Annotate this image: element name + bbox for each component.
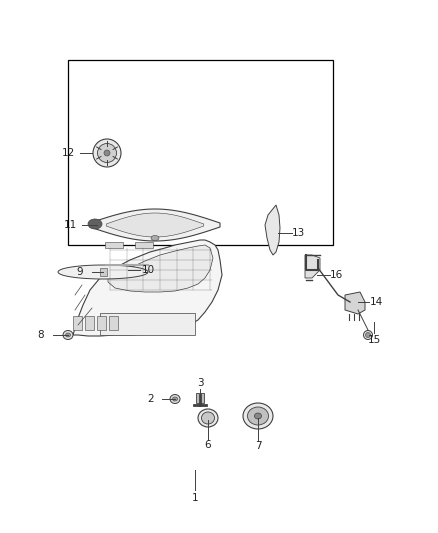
Bar xyxy=(196,393,204,403)
Ellipse shape xyxy=(93,139,121,167)
Bar xyxy=(68,60,333,245)
Ellipse shape xyxy=(151,236,159,240)
Ellipse shape xyxy=(201,412,215,424)
Polygon shape xyxy=(305,255,320,278)
Text: 2: 2 xyxy=(148,394,154,404)
Ellipse shape xyxy=(173,397,177,401)
Polygon shape xyxy=(108,245,213,292)
Ellipse shape xyxy=(88,219,102,229)
Bar xyxy=(135,242,153,248)
Text: 6: 6 xyxy=(205,440,211,450)
Text: 11: 11 xyxy=(64,220,77,230)
Ellipse shape xyxy=(170,394,180,403)
Bar xyxy=(85,316,94,330)
Text: 9: 9 xyxy=(77,267,83,277)
Ellipse shape xyxy=(254,413,261,419)
Ellipse shape xyxy=(98,143,117,163)
Polygon shape xyxy=(345,292,365,314)
Text: 14: 14 xyxy=(369,297,383,307)
Bar xyxy=(97,316,106,330)
Ellipse shape xyxy=(365,333,371,337)
Polygon shape xyxy=(90,209,220,241)
Ellipse shape xyxy=(104,150,110,156)
Bar xyxy=(109,316,118,330)
Polygon shape xyxy=(73,240,222,336)
Text: 16: 16 xyxy=(329,270,343,280)
Text: 3: 3 xyxy=(197,378,203,388)
Ellipse shape xyxy=(247,407,268,425)
Text: 1: 1 xyxy=(192,493,198,503)
Text: 8: 8 xyxy=(38,330,44,340)
Polygon shape xyxy=(106,213,204,237)
Ellipse shape xyxy=(63,330,73,340)
Bar xyxy=(73,316,82,330)
Bar xyxy=(100,268,107,276)
Text: 15: 15 xyxy=(367,335,381,345)
Ellipse shape xyxy=(243,403,273,429)
Text: 10: 10 xyxy=(141,265,155,275)
Ellipse shape xyxy=(198,409,218,427)
Text: 13: 13 xyxy=(291,228,304,238)
Text: 7: 7 xyxy=(254,441,261,451)
Ellipse shape xyxy=(364,330,372,340)
Ellipse shape xyxy=(66,333,71,337)
Text: 12: 12 xyxy=(61,148,74,158)
Polygon shape xyxy=(58,265,148,279)
Bar xyxy=(100,313,195,335)
Bar xyxy=(105,242,123,248)
Polygon shape xyxy=(265,205,280,255)
